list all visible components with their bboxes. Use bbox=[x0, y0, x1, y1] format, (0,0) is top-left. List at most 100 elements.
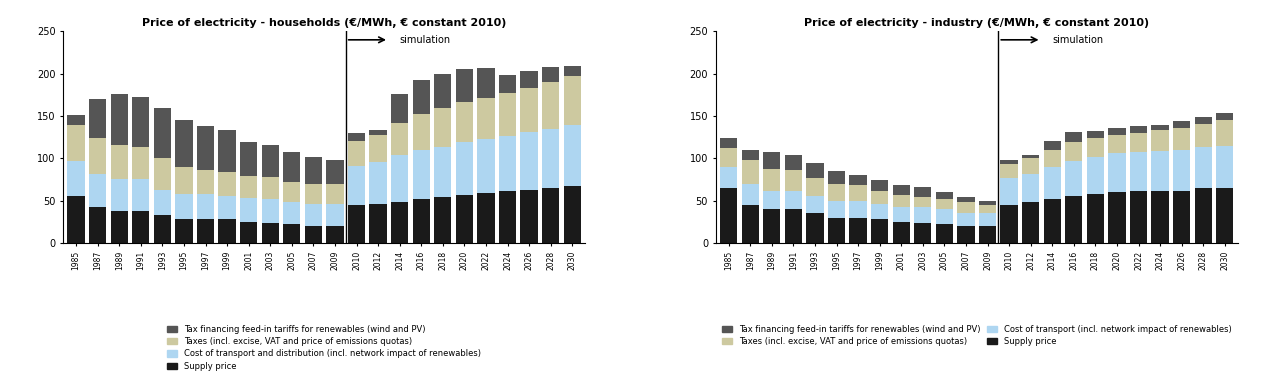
Bar bbox=[542, 129, 560, 188]
Bar bbox=[1195, 188, 1212, 243]
Bar bbox=[784, 155, 802, 170]
Bar bbox=[520, 88, 538, 132]
Bar bbox=[979, 226, 997, 243]
Bar bbox=[563, 66, 581, 76]
Bar bbox=[741, 160, 759, 184]
Bar bbox=[871, 204, 888, 220]
Bar bbox=[370, 162, 386, 204]
Bar bbox=[347, 141, 365, 166]
Bar bbox=[542, 67, 560, 82]
Bar bbox=[1086, 131, 1104, 138]
Bar bbox=[456, 102, 474, 142]
Bar bbox=[499, 191, 517, 243]
Bar bbox=[827, 218, 845, 243]
Bar bbox=[499, 93, 517, 136]
Bar bbox=[1173, 150, 1190, 191]
Bar bbox=[871, 191, 888, 204]
Bar bbox=[914, 187, 931, 197]
Bar bbox=[218, 220, 236, 243]
Bar bbox=[893, 195, 909, 207]
Bar bbox=[283, 202, 301, 224]
Bar bbox=[1086, 138, 1104, 157]
Bar bbox=[347, 166, 365, 205]
Bar bbox=[326, 160, 344, 184]
Bar bbox=[176, 120, 192, 167]
Bar bbox=[1086, 157, 1104, 194]
Bar bbox=[88, 99, 106, 138]
Bar bbox=[477, 98, 495, 139]
Bar bbox=[1130, 152, 1147, 191]
Bar bbox=[741, 184, 759, 205]
Bar bbox=[936, 192, 954, 199]
Bar bbox=[392, 201, 408, 243]
Bar bbox=[1000, 160, 1018, 164]
Legend: Tax financing feed-in tariffs for renewables (wind and PV), Taxes (incl. excise,: Tax financing feed-in tariffs for renewa… bbox=[164, 321, 484, 374]
Bar bbox=[563, 125, 581, 186]
Bar bbox=[827, 171, 845, 184]
Bar bbox=[261, 145, 279, 177]
Bar bbox=[1065, 161, 1082, 196]
Bar bbox=[763, 191, 781, 209]
Bar bbox=[893, 207, 909, 222]
Bar bbox=[1109, 135, 1125, 153]
Bar bbox=[806, 213, 823, 243]
Bar bbox=[261, 177, 279, 199]
Bar bbox=[133, 147, 149, 179]
Bar bbox=[720, 148, 738, 167]
Bar bbox=[871, 180, 888, 191]
Bar bbox=[1043, 167, 1061, 199]
Bar bbox=[347, 133, 365, 141]
Bar bbox=[914, 197, 931, 207]
Bar bbox=[218, 196, 236, 220]
Bar bbox=[827, 201, 845, 218]
Bar bbox=[1022, 158, 1039, 174]
Bar bbox=[1173, 128, 1190, 150]
Text: simulation: simulation bbox=[1052, 35, 1104, 45]
Title: Price of electricity - industry (€/MWh, € constant 2010): Price of electricity - industry (€/MWh, … bbox=[805, 18, 1149, 28]
Bar bbox=[1195, 147, 1212, 188]
Bar bbox=[413, 80, 429, 114]
Bar bbox=[1152, 191, 1168, 243]
Bar bbox=[261, 199, 279, 223]
Bar bbox=[133, 97, 149, 147]
Bar bbox=[563, 186, 581, 243]
Bar bbox=[499, 74, 517, 93]
Bar bbox=[304, 204, 322, 226]
Text: simulation: simulation bbox=[399, 35, 451, 45]
Bar bbox=[392, 123, 408, 155]
Bar bbox=[850, 218, 866, 243]
Bar bbox=[456, 195, 474, 243]
Bar bbox=[806, 163, 823, 178]
Bar bbox=[434, 107, 451, 147]
Bar bbox=[1065, 196, 1082, 243]
Bar bbox=[392, 155, 408, 201]
Bar bbox=[1130, 126, 1147, 133]
Bar bbox=[979, 201, 997, 205]
Bar bbox=[784, 170, 802, 191]
Bar bbox=[197, 194, 215, 220]
Bar bbox=[784, 191, 802, 209]
Bar bbox=[720, 138, 738, 148]
Bar bbox=[806, 196, 823, 213]
Bar bbox=[850, 175, 866, 185]
Bar bbox=[240, 222, 258, 243]
Bar bbox=[477, 68, 495, 98]
Bar bbox=[218, 172, 236, 196]
Bar bbox=[1043, 199, 1061, 243]
Bar bbox=[827, 184, 845, 201]
Bar bbox=[176, 167, 192, 194]
Bar bbox=[197, 220, 215, 243]
Bar bbox=[720, 167, 738, 188]
Bar bbox=[111, 179, 128, 211]
Bar bbox=[88, 207, 106, 243]
Bar bbox=[240, 142, 258, 176]
Bar bbox=[413, 114, 429, 150]
Bar bbox=[283, 182, 301, 202]
Bar bbox=[67, 196, 85, 243]
Bar bbox=[67, 125, 85, 161]
Bar bbox=[763, 209, 781, 243]
Legend: Tax financing feed-in tariffs for renewables (wind and PV), Taxes (incl. excise,: Tax financing feed-in tariffs for renewa… bbox=[719, 321, 1235, 349]
Bar bbox=[542, 82, 560, 129]
Bar bbox=[1022, 174, 1039, 202]
Bar bbox=[957, 197, 975, 202]
